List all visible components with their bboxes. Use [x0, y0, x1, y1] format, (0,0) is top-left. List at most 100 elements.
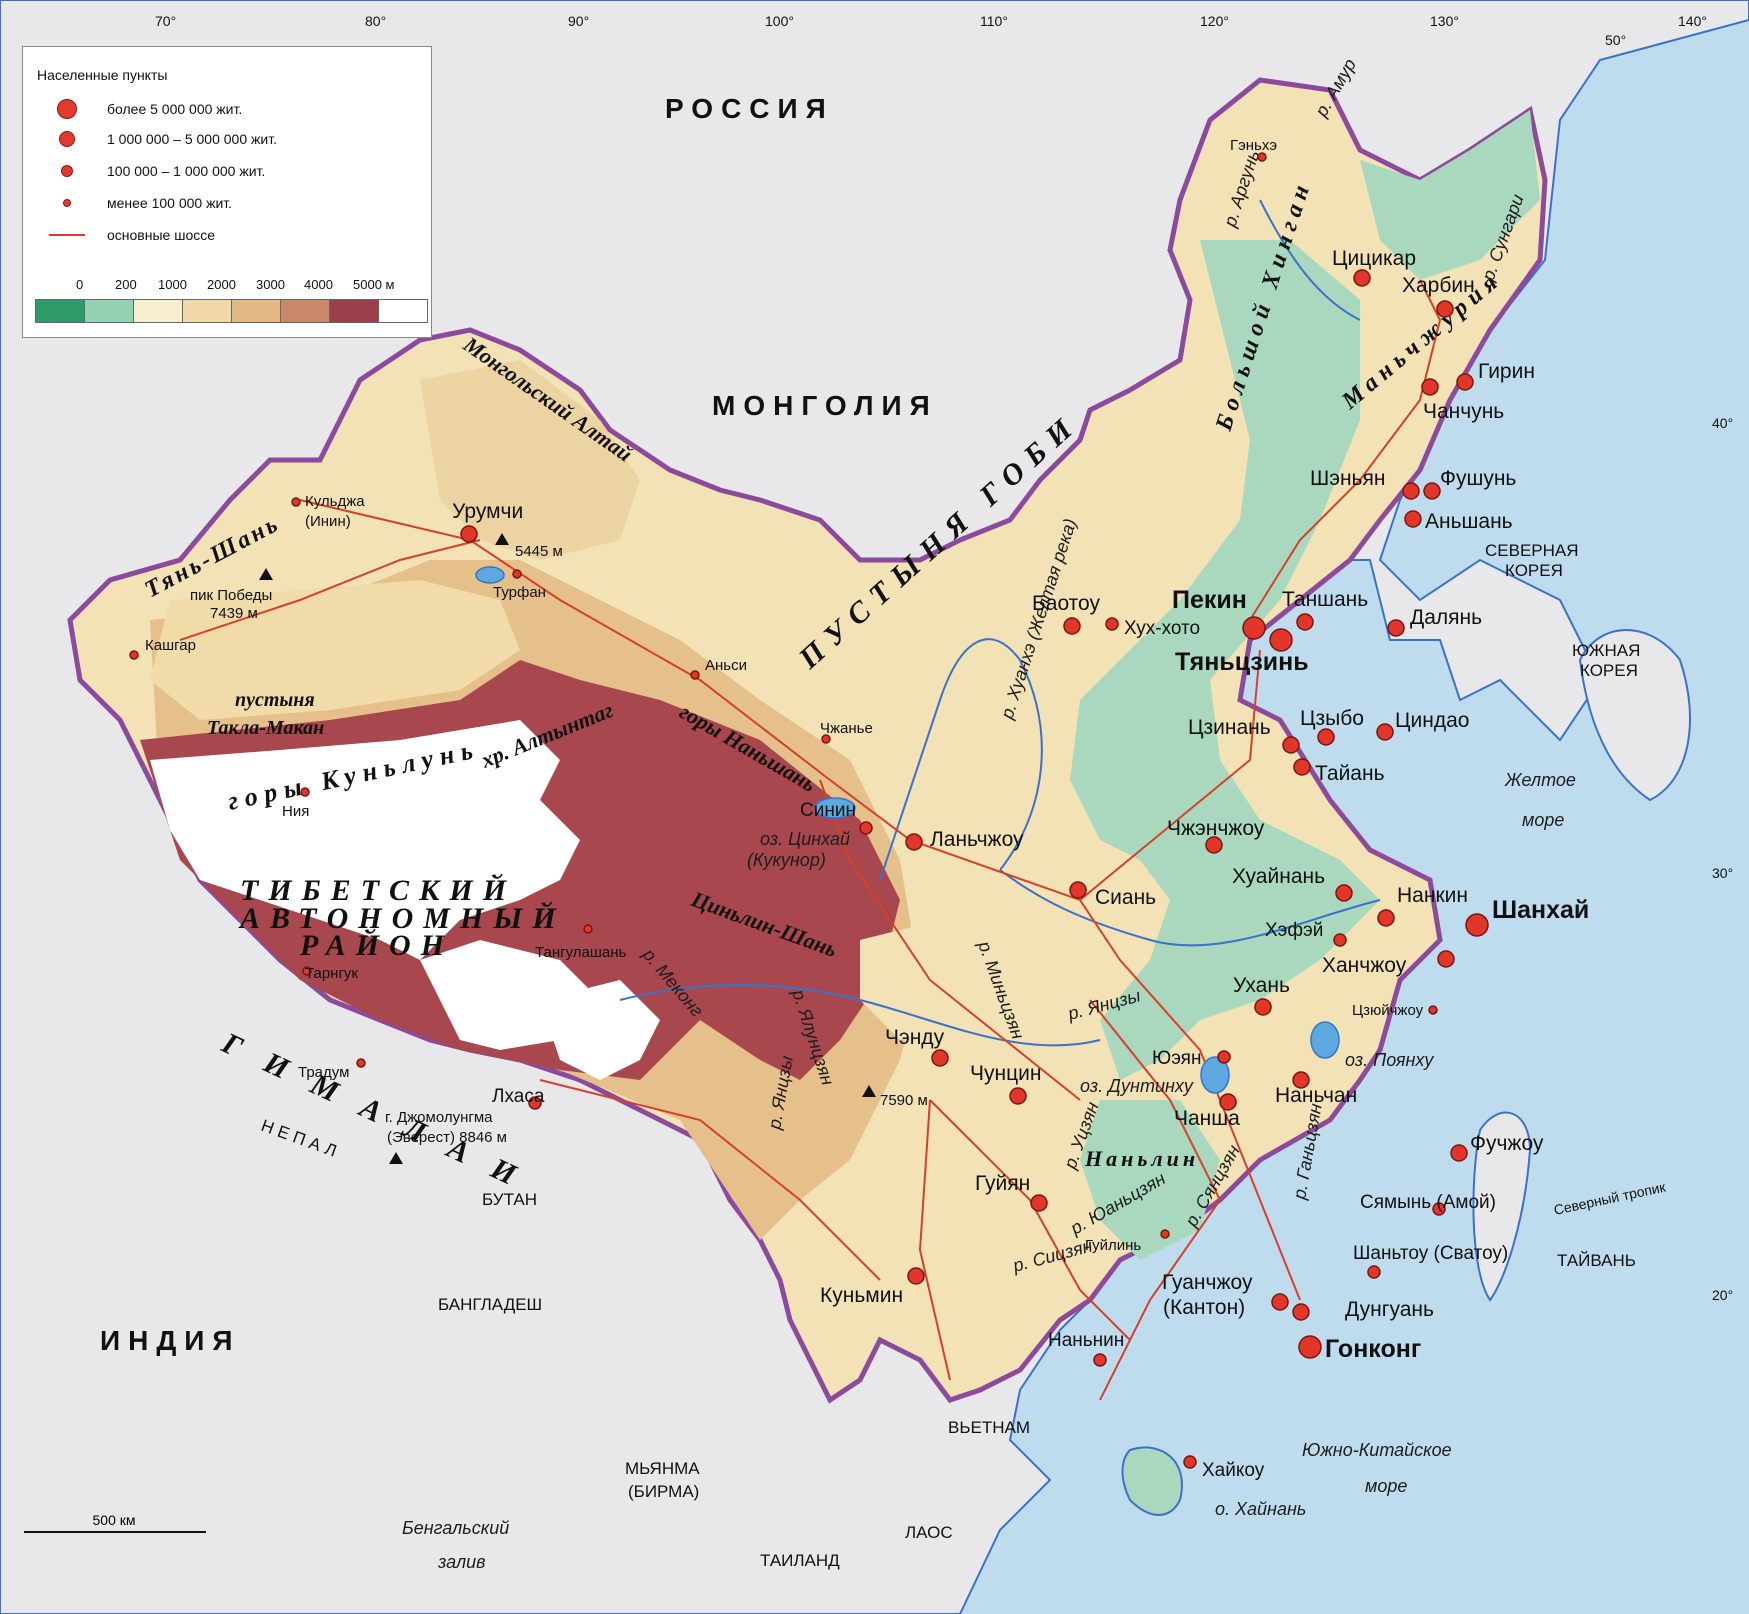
legend-item-largest: более 5 000 000 жит. [49, 99, 242, 119]
elevation-swatch-3 [183, 299, 232, 323]
city-dot-largest-icon [57, 99, 77, 119]
region-takla-1: пустыня [235, 689, 315, 711]
peak-pobedy-1: пик Победы [190, 587, 272, 604]
city-dot [1335, 884, 1353, 902]
elevation-tick-3000: 3000 [256, 277, 285, 292]
city-label: Чжанье [820, 720, 873, 737]
city-dot [1353, 269, 1371, 287]
scale-bar: 500 км [24, 1512, 206, 1533]
region-takla-2: Такла-Макан [207, 717, 324, 739]
city-dot [300, 787, 310, 797]
country-mongolia: МОНГОЛИЯ [712, 390, 938, 421]
hainan-island [1121, 1446, 1183, 1516]
city-label: Тангулашань [535, 944, 627, 961]
city-label: Гуанчжоу [1162, 1271, 1253, 1294]
city-dot [907, 1267, 925, 1285]
city-label: Сиань [1095, 886, 1156, 909]
city-label: Нанкин [1397, 884, 1468, 907]
city-label: Шанхай [1492, 896, 1589, 924]
country-labels: РОССИЯ МОНГОЛИЯ ИНДИЯ НЕПАЛ БУТАН БАНГЛА… [100, 93, 1640, 1570]
peak-everest-icon [389, 1152, 403, 1164]
taiwan-island [1472, 1111, 1532, 1302]
yellow-sea-2: море [1522, 810, 1564, 830]
elevation-tick-0: 0 [76, 277, 84, 292]
city-dot [1183, 1455, 1197, 1469]
city-dot [1063, 617, 1081, 635]
city-label: Чанша [1174, 1107, 1240, 1130]
country-myanmar-2: (БИРМА) [628, 1482, 699, 1501]
city-label: Лхаса [492, 1086, 545, 1107]
elevation-swatch-5 [281, 299, 330, 323]
legend-label-small: менее 100 000 жит. [107, 195, 233, 211]
city-label: Тяньцзинь [1175, 648, 1309, 676]
city-label: Кульджа [305, 493, 365, 510]
city-dot [1105, 617, 1119, 631]
peak-pobedy-icon [259, 568, 273, 580]
south-china-sea-1: Южно-Китайское [1302, 1440, 1452, 1460]
peak-pobedy-2: 7439 м [210, 605, 258, 622]
scale-line [24, 1531, 206, 1533]
turfan-lake [475, 566, 505, 584]
lake-kukunor-1: оз. Цинхай [760, 829, 850, 849]
city-dot [1456, 373, 1474, 391]
city-dot-small-icon [63, 199, 71, 207]
city-label: Харбин [1402, 274, 1475, 297]
city-dot [1271, 1293, 1289, 1311]
city-label: Цзыбо [1300, 707, 1364, 730]
city-dot [129, 650, 139, 660]
city-label: Наньчан [1275, 1084, 1357, 1107]
city-label: Цзюйчжоу [1352, 1002, 1424, 1019]
city-dot [512, 569, 522, 579]
city-dot [905, 833, 923, 851]
region-nanling: Наньлин [1084, 1146, 1199, 1171]
city-label: (Инин) [305, 513, 351, 530]
city-dot [1296, 613, 1314, 631]
elevation-swatch-6 [330, 299, 379, 323]
city-label: (Кантон) [1163, 1296, 1245, 1319]
city-label: Тайань [1315, 762, 1385, 785]
city-dot [1009, 1087, 1027, 1105]
city-dot [1387, 619, 1405, 637]
city-dot [1282, 736, 1300, 754]
city-dot [1432, 1202, 1446, 1216]
city-label: Кашгар [145, 637, 196, 654]
city-dot [528, 1096, 542, 1110]
lat-40: 40° [1712, 415, 1733, 431]
city-label: Цицикар [1332, 247, 1416, 270]
city-dot [1030, 1194, 1048, 1212]
lon-140: 140° [1678, 13, 1707, 29]
city-label: Тарнгук [305, 965, 358, 982]
city-dot [1450, 1144, 1468, 1162]
city-dot [1093, 1353, 1107, 1367]
road-line-icon [49, 234, 85, 236]
lakes [475, 566, 1340, 1094]
city-dot [1160, 1229, 1170, 1239]
city-label: Традум [298, 1064, 349, 1081]
china-territory [67, 77, 1548, 1516]
peak-everest-2: (Эверест) 8846 м [387, 1129, 507, 1146]
city-dot [1292, 1071, 1310, 1089]
country-north-korea-2: КОРЕЯ [1505, 561, 1563, 580]
legend-label-road: основные шоссе [107, 227, 216, 243]
city-dot [1367, 1265, 1381, 1279]
city-dot [821, 734, 831, 744]
country-taiwan: ТАЙВАНЬ [1557, 1251, 1636, 1270]
city-dot [460, 525, 478, 543]
city-label: Хэфэй [1265, 920, 1323, 941]
city-dot [1333, 933, 1347, 947]
japan-island [1578, 629, 1691, 802]
lon-120: 120° [1200, 13, 1229, 29]
scale-label: 500 км [92, 1512, 136, 1528]
region-tibet-1: ТИБЕТСКИЙ [240, 873, 516, 907]
city-dot [1423, 482, 1441, 500]
city-label: Гуйлинь [1085, 1237, 1141, 1254]
dongting-lake [1200, 1056, 1230, 1094]
city-dot [931, 1049, 949, 1067]
legend-item-road: основные шоссе [49, 227, 215, 243]
city-dot [1069, 881, 1087, 899]
legend-label-medium: 100 000 – 1 000 000 жит. [107, 163, 266, 179]
roads [179, 279, 1442, 1401]
city-label: Гонконг [1325, 1335, 1421, 1363]
lake-poyang: оз. Поянху [1345, 1050, 1434, 1070]
